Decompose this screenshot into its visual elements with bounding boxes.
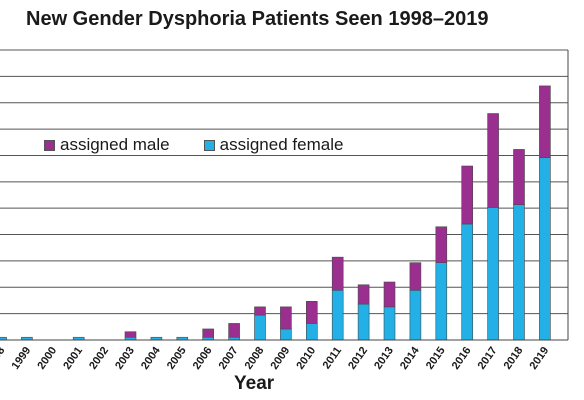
bar-male-2011 [331, 256, 344, 291]
x-tick-2012: 2012 [346, 345, 370, 372]
bar-female-2011 [331, 289, 344, 341]
bar-male-2016 [461, 165, 474, 225]
bar-male-2019 [539, 85, 551, 159]
legend-swatch-female [203, 139, 215, 151]
legend-item-male: assigned male [44, 135, 170, 155]
legend-item-female: assigned female [203, 135, 344, 155]
legend-label-male: assigned male [60, 135, 170, 154]
x-tick-2017: 2017 [476, 345, 500, 372]
x-tick-2009: 2009 [268, 345, 292, 372]
bar-male-2008 [254, 306, 266, 316]
bar-male-2017 [487, 113, 499, 208]
bar-female-2018 [513, 204, 525, 341]
bar-female-2017 [487, 207, 499, 341]
bar-female-2014 [409, 289, 422, 341]
bar-female-2013 [383, 306, 396, 341]
x-tick-2008: 2008 [243, 345, 267, 372]
bar-female-2019 [539, 157, 551, 341]
x-tick-2015: 2015 [424, 345, 448, 372]
x-tick-1998: 1998 [0, 345, 7, 372]
x-tick-2002: 2002 [87, 345, 111, 372]
bar-female-2012 [357, 303, 370, 341]
x-tick-2007: 2007 [217, 345, 241, 372]
legend-label-female: assigned female [219, 135, 344, 154]
bar-male-2009 [280, 306, 292, 330]
x-tick-1999: 1999 [9, 345, 33, 372]
x-tick-2001: 2001 [61, 345, 85, 372]
legend-swatch-male [44, 139, 55, 151]
x-tick-2006: 2006 [191, 345, 215, 372]
bar-female-2016 [461, 223, 474, 341]
x-axis-label: Year [234, 373, 275, 394]
x-tick-2003: 2003 [113, 345, 137, 372]
x-tick-2013: 2013 [372, 345, 396, 372]
bar-male-2003 [124, 331, 137, 338]
x-tick-2011: 2011 [321, 345, 345, 371]
x-tick-2005: 2005 [165, 345, 189, 372]
bar-male-2012 [357, 284, 370, 305]
gridlines [0, 49, 568, 315]
bars [0, 85, 551, 341]
bar-male-2010 [305, 301, 318, 324]
x-tick-2000: 2000 [35, 345, 59, 372]
bar-male-2015 [435, 226, 448, 263]
bar-female-2010 [305, 323, 318, 341]
x-tick-2018: 2018 [502, 345, 526, 372]
bar-male-2006 [202, 328, 214, 338]
x-tick-labels: 1998 1999 2000 2001 2002 2003 2004 2005 2006 2007… [0, 344, 551, 372]
x-tick-2004: 2004 [139, 344, 163, 372]
bar-female-2015 [435, 262, 448, 341]
x-tick-2019: 2019 [527, 345, 551, 372]
x-tick-2010: 2010 [294, 345, 318, 372]
bar-male-2018 [513, 149, 525, 205]
bar-male-2007 [228, 323, 240, 338]
bar-male-2014 [409, 262, 422, 291]
chart-title: New Gender Dysphoria Patients Seen 1998–… [26, 8, 489, 30]
x-tick-2014: 2014 [398, 344, 422, 372]
bar-female-2009 [280, 328, 292, 341]
x-tick-2016: 2016 [450, 345, 474, 372]
bar-male-2013 [383, 281, 396, 308]
legend: assigned male assigned female [44, 135, 377, 155]
bar-female-2008 [254, 314, 266, 341]
